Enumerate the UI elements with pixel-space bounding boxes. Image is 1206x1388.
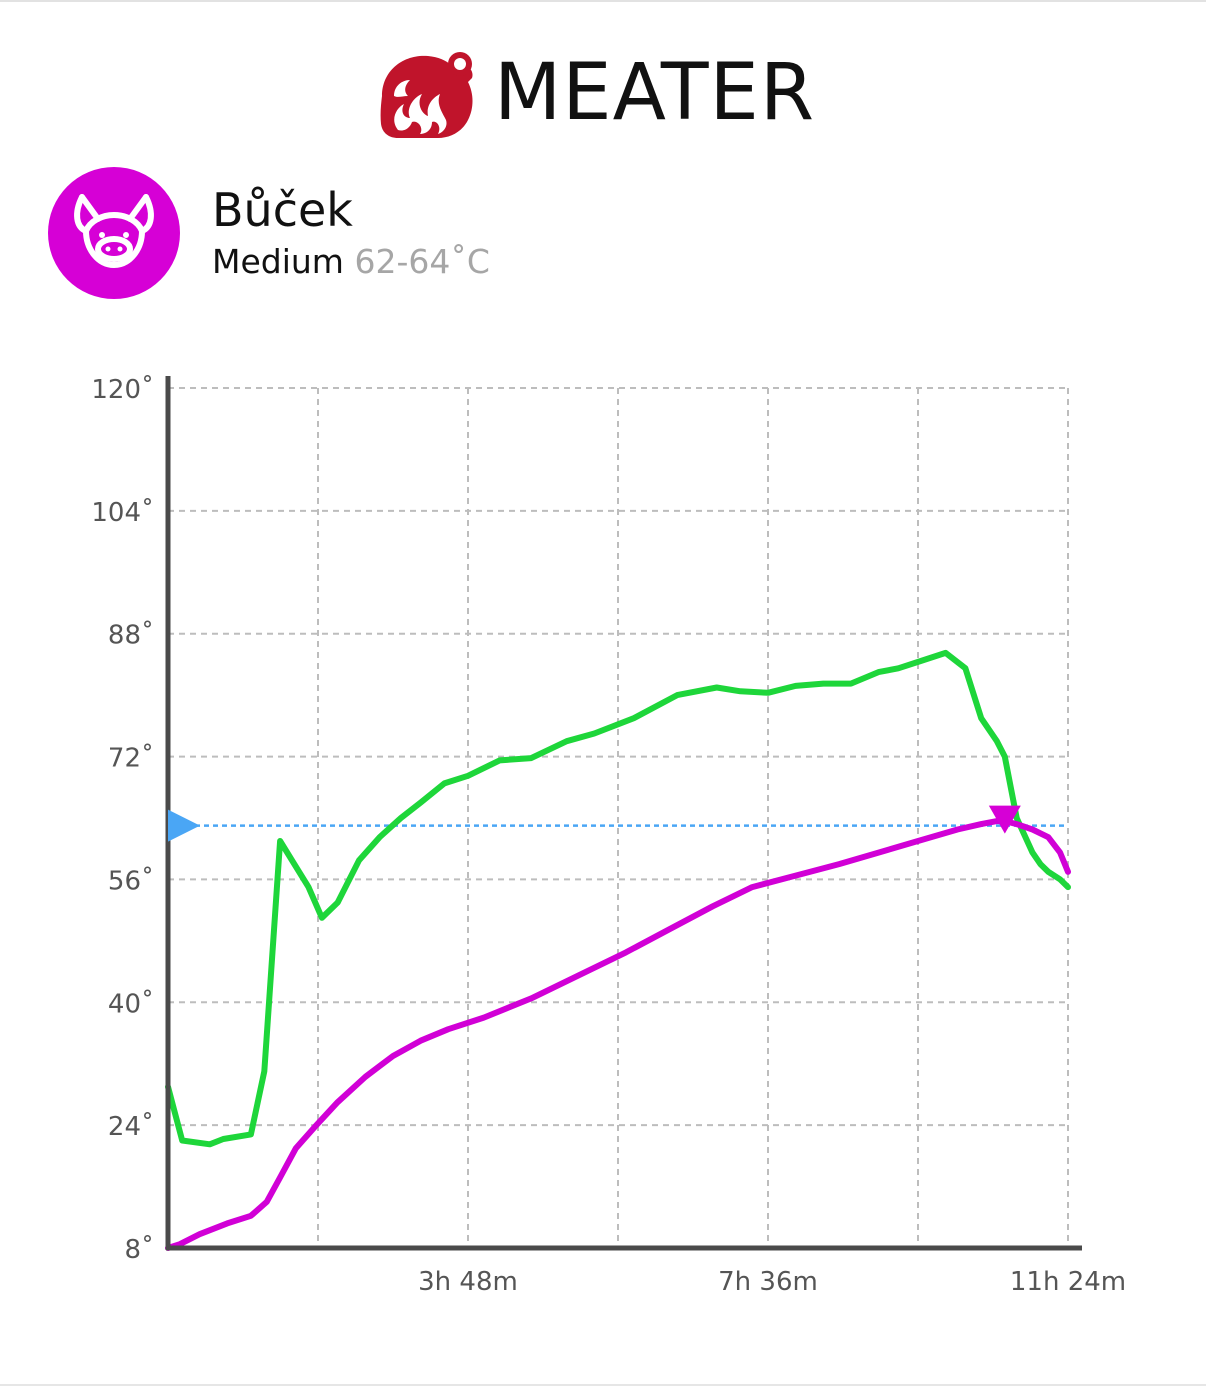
y-tick-label: 72˚: [108, 744, 154, 774]
meater-flame-logo-icon: [380, 52, 473, 138]
cook-avatar: [48, 167, 180, 299]
ambient-temperature-line: [165, 649, 1071, 1148]
top-divider: [0, 0, 1206, 2]
peak-marker-icon: [988, 805, 1021, 834]
brand-name: MEATER: [494, 48, 816, 138]
x-tick-label: 3h 48m: [418, 1267, 518, 1297]
y-tick-label: 8˚: [124, 1235, 154, 1265]
cook-name: Bůček: [212, 183, 353, 237]
target-temperature-range: 62-64˚C: [354, 242, 490, 281]
doneness-level: Medium: [212, 242, 344, 281]
pig-icon: [74, 194, 154, 268]
y-tick-label: 40˚: [108, 989, 154, 1019]
doneness-info: Medium 62-64˚C: [212, 240, 490, 284]
temperature-chart: 8˚ 24˚ 40˚ 56˚ 72˚ 88˚ 104˚ 120˚ 3h 48m 7h 36m 11h…: [91, 375, 1126, 1297]
y-tick-label: 88˚: [108, 621, 154, 651]
y-tick-label: 56˚: [108, 866, 154, 896]
meater-logo: MEATER: [368, 46, 815, 140]
y-tick-label: 24˚: [108, 1112, 154, 1142]
y-tick-label: 104˚: [91, 498, 154, 528]
x-tick-label: 7h 36m: [718, 1267, 818, 1297]
y-tick-label: 120˚: [91, 375, 154, 405]
target-marker-icon: [168, 809, 200, 842]
cook-header: Bůček Medium 62-64˚C: [48, 167, 490, 299]
x-tick-label: 11h 24m: [1010, 1267, 1126, 1297]
bottom-divider: [0, 1384, 1206, 1386]
